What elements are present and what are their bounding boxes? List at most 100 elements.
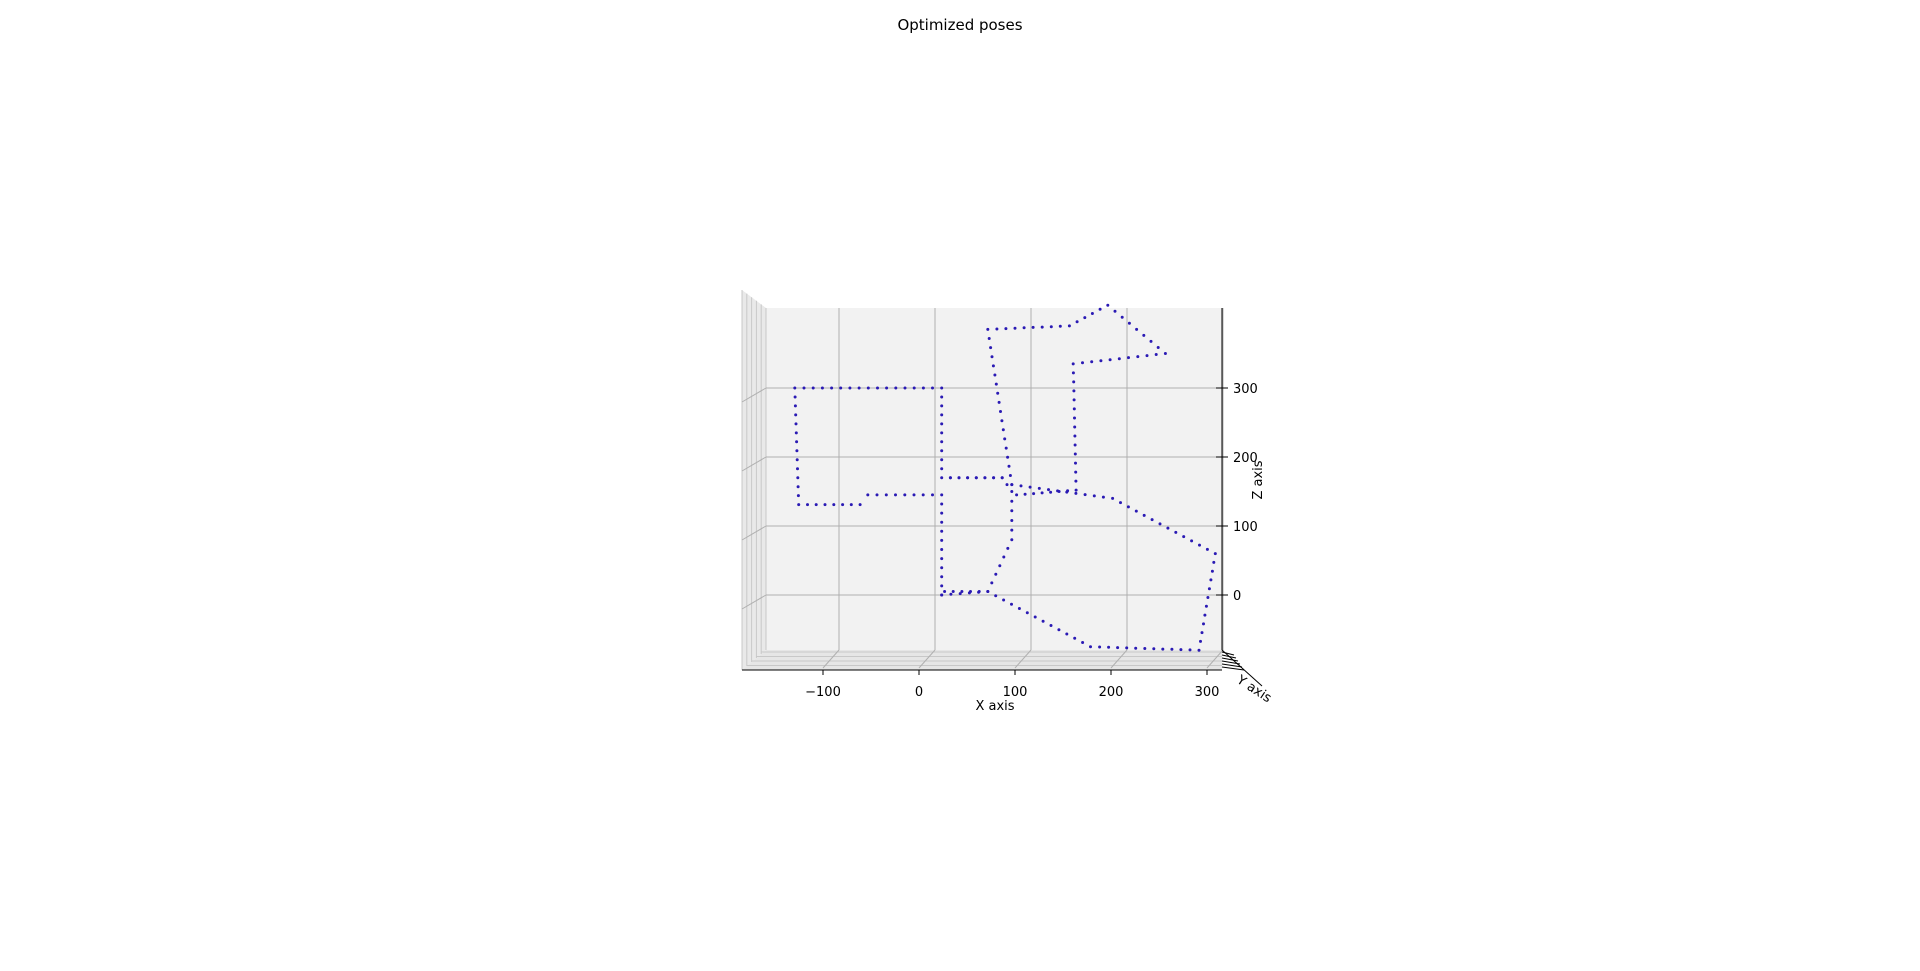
pose-point <box>1179 648 1183 652</box>
pose-point <box>1004 446 1008 450</box>
pose-point <box>1213 552 1217 556</box>
pose-point <box>1010 483 1014 487</box>
pose-point <box>1010 490 1014 493</box>
pose-point <box>990 581 994 585</box>
pose-point <box>1198 543 1201 547</box>
pose-point <box>1101 495 1105 499</box>
floor-grid-line <box>1014 649 1032 669</box>
pose-point <box>1120 315 1124 319</box>
pose-point <box>1072 407 1076 411</box>
pose-point <box>866 493 870 497</box>
pose-point <box>1001 428 1005 432</box>
pose-point <box>1156 346 1160 349</box>
pose-point <box>1209 578 1213 582</box>
pose-point <box>1008 474 1012 477</box>
pose-point <box>794 422 798 426</box>
pose-point <box>1010 499 1014 503</box>
pose-point <box>990 355 994 359</box>
pose-point <box>977 590 981 594</box>
left-pane <box>742 290 766 670</box>
y-axis-ticks <box>1221 649 1263 687</box>
pose-point <box>894 493 897 497</box>
pose-point <box>1049 624 1053 627</box>
pose-point <box>1089 645 1092 649</box>
pose-point <box>974 476 978 480</box>
pose-point <box>811 386 815 390</box>
pose-point <box>894 386 898 390</box>
pose-point <box>1107 645 1111 649</box>
pose-point <box>796 476 800 480</box>
pose-point <box>1057 628 1061 632</box>
pose-point <box>1033 615 1037 619</box>
pose-point <box>940 413 944 417</box>
pose-point <box>1040 325 1044 329</box>
pose-point <box>1065 632 1069 636</box>
pose-point <box>1210 569 1214 573</box>
pose-point <box>940 458 944 462</box>
x-tick-label: 300 <box>1195 685 1220 700</box>
pose-point <box>1190 539 1194 543</box>
pose-point <box>1166 526 1170 530</box>
pose-point <box>1074 491 1078 495</box>
pose-point <box>1145 354 1149 358</box>
pose-point <box>921 386 925 390</box>
pose-point <box>1170 647 1174 651</box>
pose-point <box>820 386 824 390</box>
pose-point <box>940 440 944 444</box>
pose-point <box>931 493 934 497</box>
pose-point <box>1074 488 1078 492</box>
pose-point <box>1006 455 1010 459</box>
pose-point <box>1090 360 1094 364</box>
floor-grid-line <box>1206 649 1224 669</box>
pose-point <box>793 395 797 399</box>
x-axis-ticks: −100 0 100 200 300 <box>805 670 1219 700</box>
pose-point <box>1073 434 1077 438</box>
pose-point <box>1067 324 1071 328</box>
pose-point <box>989 346 993 350</box>
pose-point <box>1002 598 1006 602</box>
pose-point <box>1142 513 1146 517</box>
pose-point <box>1197 648 1201 652</box>
pose-point <box>991 364 995 368</box>
pose-point <box>940 395 944 399</box>
pose-point <box>1117 357 1121 361</box>
left-grid-line <box>741 456 767 472</box>
pose-point <box>940 467 944 471</box>
pose-point <box>1106 303 1110 307</box>
pose-point <box>1074 461 1077 465</box>
pose-point <box>921 493 925 497</box>
pose-point <box>1056 489 1060 493</box>
pose-point <box>1127 356 1130 360</box>
x-axis-label: X axis <box>975 699 1014 714</box>
pose-point <box>940 529 944 533</box>
pose-point <box>1158 522 1162 526</box>
pose-point <box>957 476 961 480</box>
pose-point <box>986 327 990 331</box>
pose-point <box>960 590 964 593</box>
pose-point <box>1075 320 1079 324</box>
pose-point <box>823 503 827 507</box>
pose-point <box>940 422 944 426</box>
y-tick-mark <box>1221 663 1243 668</box>
pose-point <box>1028 485 1032 489</box>
pose-point <box>992 476 996 480</box>
pose-point <box>1150 518 1154 522</box>
x-tick-label: 0 <box>915 685 923 700</box>
pose-point <box>999 410 1002 413</box>
pose-point <box>1074 470 1078 474</box>
pose-point <box>1205 547 1209 551</box>
x-tick-label: 100 <box>1003 685 1028 700</box>
left-grid-line <box>741 387 767 403</box>
pose-point <box>1004 327 1008 331</box>
pose-point <box>940 449 944 453</box>
pose-point <box>1200 631 1204 635</box>
pose-point <box>1203 613 1207 617</box>
floor-grid-line <box>918 649 936 669</box>
chart-title: Optimized poses <box>897 16 1022 34</box>
pose-point <box>1142 333 1146 337</box>
pose-point <box>1202 622 1205 626</box>
pose-point <box>1081 361 1084 365</box>
pose-point <box>1005 483 1009 487</box>
pose-point <box>1113 309 1117 313</box>
